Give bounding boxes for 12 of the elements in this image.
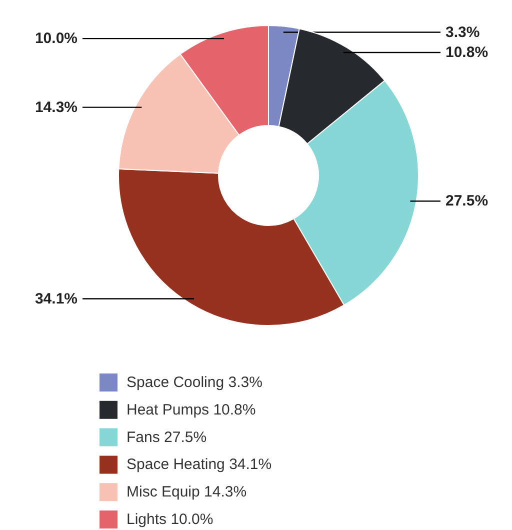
legend-label: Fans 27.5%: [126, 428, 207, 446]
data-label: 10.8%: [446, 44, 488, 61]
data-label: 3.3%: [446, 24, 480, 41]
legend-label: Space Heating 34.1%: [126, 456, 272, 474]
data-label: 10.0%: [34, 30, 78, 48]
legend-label: Space Cooling 3.3%: [126, 374, 262, 391]
data-label: 27.5%: [446, 192, 488, 210]
data-label: 14.3%: [34, 98, 78, 116]
data-label: 34.1%: [34, 290, 78, 308]
legend-label: Heat Pumps 10.8%: [126, 401, 256, 418]
legend-label: Lights 10.0%: [126, 511, 214, 528]
legend-label: Misc Equip 14.3%: [126, 484, 247, 501]
